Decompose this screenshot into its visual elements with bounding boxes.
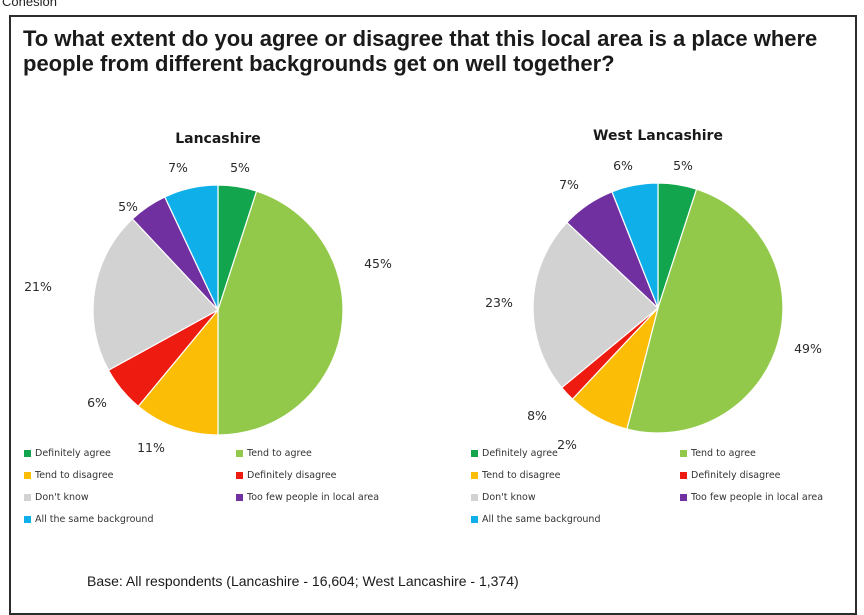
pie-title-west-lancashire: West Lancashire [593,128,723,144]
data-label-lancashire-definitely-agree: 5% [230,160,250,175]
legend-label: Tend to agree [247,448,312,459]
legend-item-dont-know: Don't know [471,492,536,503]
data-label-west-lancashire-tend-to-disagree: 8% [527,408,547,423]
legend-label: Tend to agree [691,448,756,459]
legend-swatch [471,450,478,457]
legend-swatch [24,494,31,501]
legend-swatch [680,450,687,457]
data-label-lancashire-all-same-background: 7% [168,160,188,175]
legend-swatch [471,472,478,479]
data-label-west-lancashire-all-same-background: 6% [613,158,633,173]
pie-chart-lancashire: Lancashire 5% 45% 11% 6% 21% 5% 7% [24,131,392,455]
chart-title: To what extent do you agree or disagree … [23,26,818,76]
pie-slice-lancashire-all-same-background [163,184,219,311]
legend-label: All the same background [482,514,601,525]
legend-label: Definitely disagree [691,470,781,481]
legend-swatch [24,516,31,523]
pie-slice-lancashire-tend-to-agree [217,190,344,436]
pie-slice-lancashire-dont-know [92,218,219,372]
pie-slice-lancashire-tend-to-disagree [137,308,219,436]
data-label-west-lancashire-definitely-agree: 5% [673,158,693,173]
legend-label: Definitely disagree [247,470,337,481]
legend-item-all-same-background: All the same background [471,514,601,525]
legend-label: Tend to disagree [35,470,114,481]
legend-swatch [471,516,478,523]
legend-label: Definitely agree [35,448,111,459]
legend-swatch [236,472,243,479]
pie-slice-west-lancashire-tend-to-agree [626,188,784,434]
legend-item-tend-to-disagree: Tend to disagree [24,470,114,481]
data-label-west-lancashire-dont-know: 23% [485,295,513,310]
legend-label: All the same background [35,514,154,525]
legend-item-definitely-agree: Definitely agree [471,448,558,459]
data-label-lancashire-tend-to-disagree: 11% [137,440,165,455]
pie-slice-west-lancashire-dont-know [532,221,659,389]
legend-item-definitely-disagree: Definitely disagree [680,470,781,481]
legend-label: Don't know [482,492,536,503]
data-label-lancashire-tend-to-agree: 45% [364,256,392,271]
legend-item-tend-to-disagree: Tend to disagree [471,470,561,481]
legend-item-dont-know: Don't know [24,492,89,503]
legend-swatch [24,472,31,479]
data-label-lancashire-too-few-people: 5% [118,199,138,214]
data-label-west-lancashire-tend-to-agree: 49% [794,341,822,356]
tab-label: Cohesion [2,0,57,9]
legend-label: Too few people in local area [247,492,380,503]
legend-swatch [680,494,687,501]
data-label-west-lancashire-too-few-people: 7% [559,177,579,192]
pie-slice-west-lancashire-all-same-background [611,182,659,309]
legend-item-too-few-people: Too few people in local area [680,492,823,503]
data-label-west-lancashire-definitely-disagree: 2% [557,437,577,452]
legend-label: Too few people in local area [691,492,824,503]
legend-swatch [24,450,31,457]
legend-swatch [471,494,478,501]
base-note: Base: All respondents (Lancashire - 16,6… [87,573,519,589]
pie-title-lancashire: Lancashire [175,131,261,147]
legend-item-too-few-people: Too few people in local area [236,492,379,503]
pie-chart-west-lancashire: West Lancashire 5% 49% 8% 2% 23% 7% 6% [485,128,822,452]
legend-item-tend-to-agree: Tend to agree [680,448,756,459]
data-label-lancashire-definitely-disagree: 6% [87,395,107,410]
legend-label: Definitely agree [482,448,558,459]
legend-swatch [236,450,243,457]
legend-label: Don't know [35,492,89,503]
legend-item-tend-to-agree: Tend to agree [236,448,312,459]
legend-item-definitely-agree: Definitely agree [24,448,111,459]
legend-swatch [680,472,687,479]
legend-label: Tend to disagree [482,470,561,481]
legend-swatch [236,494,243,501]
data-label-lancashire-dont-know: 21% [24,279,52,294]
legend-item-all-same-background: All the same background [24,514,154,525]
legend-item-definitely-disagree: Definitely disagree [236,470,337,481]
